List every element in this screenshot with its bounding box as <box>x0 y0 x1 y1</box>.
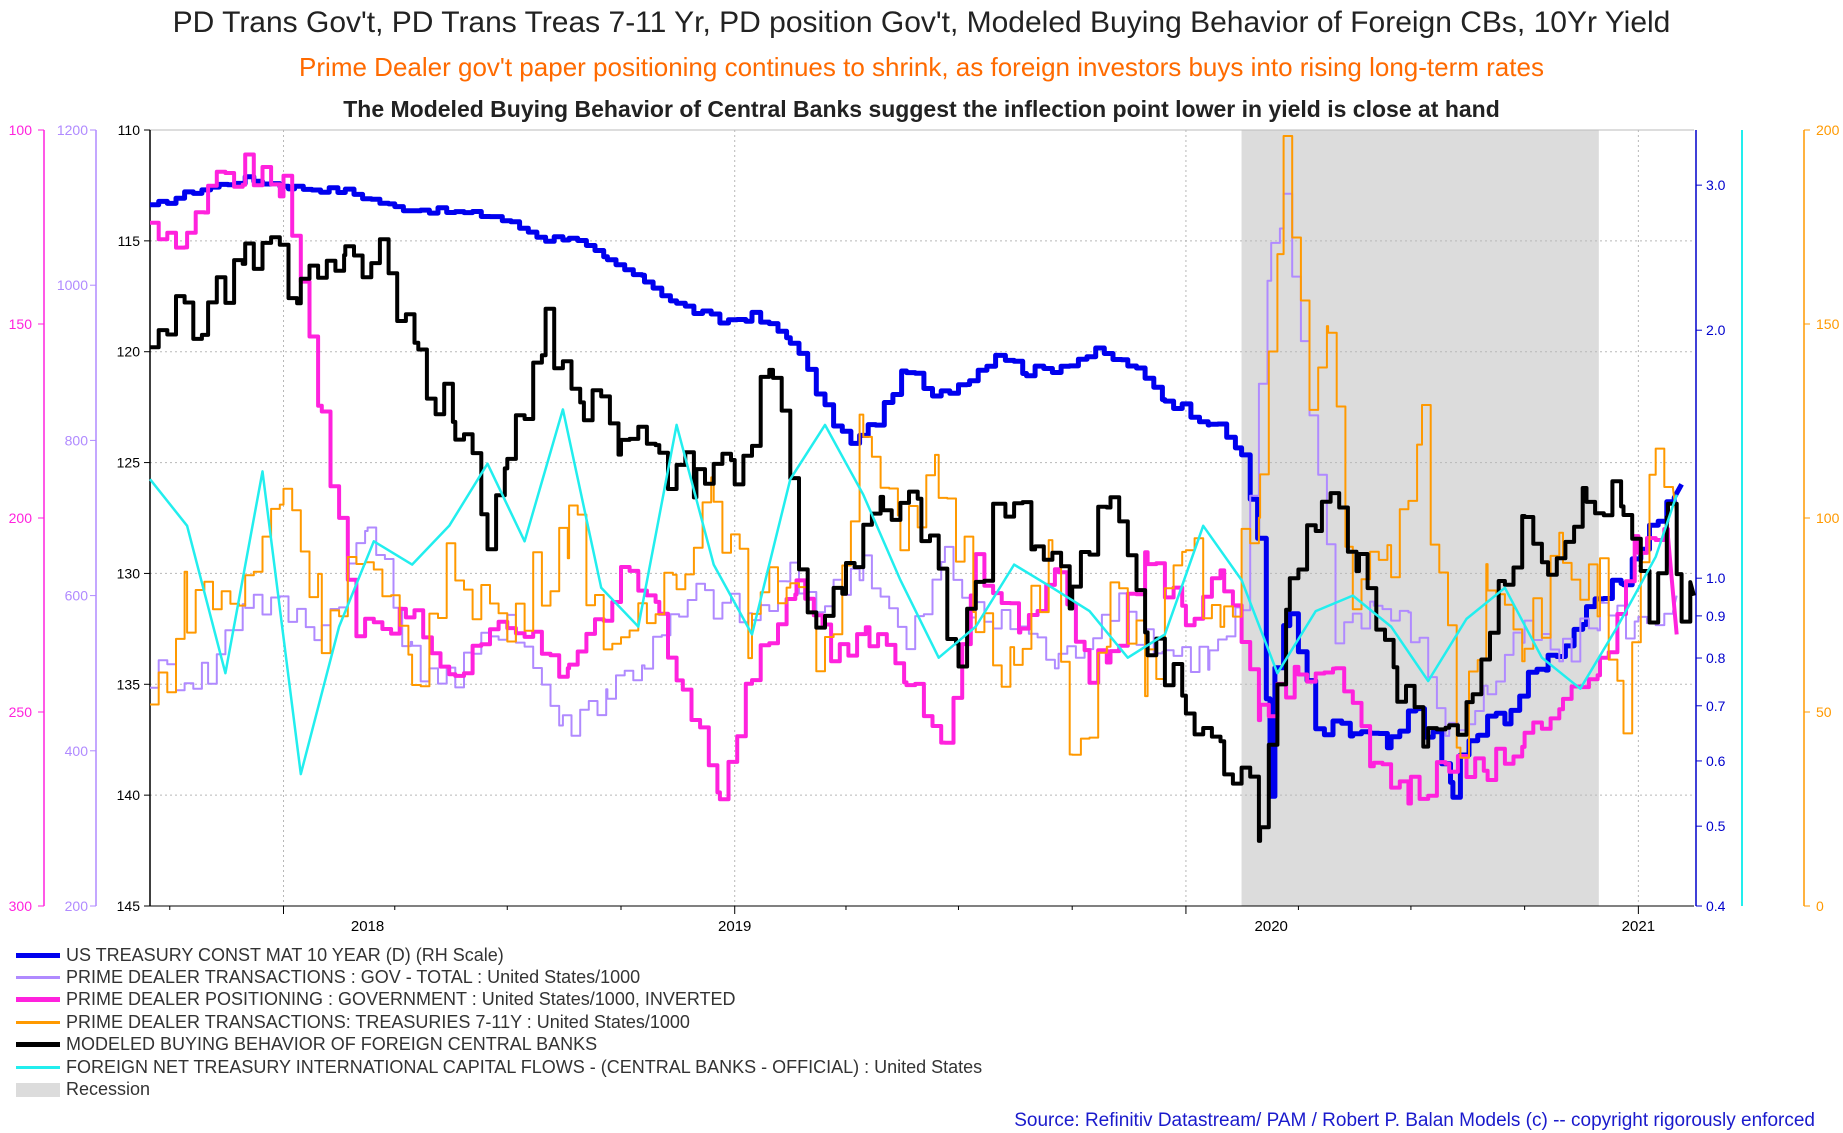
y-tick-label: 0.9 <box>1706 608 1726 624</box>
legend-label: MODELED BUYING BEHAVIOR OF FOREIGN CENTR… <box>66 1034 598 1055</box>
y-tick-label: 3.0 <box>1706 177 1726 193</box>
x-tick-label: 2021 <box>1622 918 1655 935</box>
legend-item: PRIME DEALER TRANSACTIONS : GOV - TOTAL … <box>16 966 982 988</box>
y-tick-label: 0.4 <box>1706 898 1726 914</box>
chart-subtitle-2: The Modeled Buying Behavior of Central B… <box>343 96 1500 122</box>
y-tick-label: 0.8 <box>1706 650 1726 666</box>
y-tick-label: 110 <box>118 122 141 138</box>
legend-swatch <box>16 1065 60 1069</box>
y-tick-label: 200 <box>1816 122 1840 138</box>
y-tick-label: 150 <box>1816 316 1840 332</box>
y-tick-label: 100 <box>9 122 33 138</box>
legend: US TREASURY CONST MAT 10 YEAR (D) (RH Sc… <box>16 944 982 1101</box>
legend-label: Recession <box>66 1079 151 1100</box>
legend-label: FOREIGN NET TREASURY INTERNATIONAL CAPIT… <box>66 1056 983 1077</box>
legend-label: US TREASURY CONST MAT 10 YEAR (D) (RH Sc… <box>66 944 504 965</box>
legend-label: PRIME DEALER TRANSACTIONS : GOV - TOTAL … <box>66 967 641 988</box>
series-line-1 <box>150 192 1678 737</box>
y-tick-label: 140 <box>117 787 141 803</box>
y-tick-label: 0.7 <box>1706 698 1726 714</box>
y-tick-label: 145 <box>117 898 141 914</box>
y-tick-label: 0.6 <box>1706 753 1726 769</box>
y-tick-label: 200 <box>65 898 89 914</box>
y-tick-label: 1200 <box>57 122 88 138</box>
legend-swatch <box>16 976 60 980</box>
legend-item: PRIME DEALER TRANSACTIONS: TREASURIES 7-… <box>16 1011 982 1033</box>
legend-label: PRIME DEALER TRANSACTIONS: TREASURIES 7-… <box>66 1011 690 1032</box>
y-tick-label: 135 <box>117 676 141 692</box>
x-tick-label: 2019 <box>718 918 751 935</box>
series-line-4 <box>150 235 1696 843</box>
chart-canvas: 2018 2019 2020 2021100150200250300120010008… <box>9 122 1840 935</box>
y-tick-label: 115 <box>118 233 141 249</box>
series-line-3 <box>150 135 1678 759</box>
x-tick-label: 2020 <box>1255 918 1288 935</box>
chart-title: PD Trans Gov't, PD Trans Treas 7-11 Yr, … <box>172 6 1671 39</box>
legend-swatch <box>16 1042 60 1048</box>
y-tick-label: 1000 <box>57 277 88 293</box>
y-tick-label: 600 <box>65 588 89 604</box>
source-note: Source: Refinitiv Datastream/ PAM / Robe… <box>1014 1110 1815 1131</box>
legend-item: US TREASURY CONST MAT 10 YEAR (D) (RH Sc… <box>16 944 982 966</box>
legend-swatch <box>16 997 60 1003</box>
legend-swatch <box>16 1082 60 1097</box>
legend-item: PRIME DEALER POSITIONING : GOVERNMENT : … <box>16 989 982 1011</box>
y-tick-label: 1.0 <box>1706 570 1726 586</box>
y-tick-label: 300 <box>9 898 33 914</box>
y-tick-label: 150 <box>9 316 33 332</box>
y-tick-label: 50 <box>1816 704 1832 720</box>
legend-label: PRIME DEALER POSITIONING : GOVERNMENT : … <box>66 989 736 1010</box>
y-tick-label: 0.5 <box>1706 818 1726 834</box>
y-tick-label: 130 <box>117 565 141 581</box>
chart-subtitle: Prime Dealer gov't paper positioning con… <box>299 52 1544 82</box>
legend-swatch <box>16 952 60 958</box>
legend-swatch <box>16 1020 60 1024</box>
y-tick-label: 800 <box>65 432 89 448</box>
legend-item: Recession <box>16 1078 982 1100</box>
y-tick-label: 120 <box>117 344 141 360</box>
y-tick-label: 200 <box>9 510 33 526</box>
series-line-5 <box>149 408 1678 776</box>
y-tick-label: 400 <box>65 743 89 759</box>
legend-item: MODELED BUYING BEHAVIOR OF FOREIGN CENTR… <box>16 1034 982 1056</box>
legend-item: FOREIGN NET TREASURY INTERNATIONAL CAPIT… <box>16 1056 982 1078</box>
y-tick-label: 100 <box>1816 510 1840 526</box>
y-tick-label: 2.0 <box>1706 322 1726 338</box>
y-tick-label: 125 <box>117 455 141 471</box>
y-tick-label: 250 <box>9 704 33 720</box>
series-line-2 <box>150 152 1679 806</box>
series-line-0 <box>150 174 1684 800</box>
y-tick-label: 0 <box>1816 898 1824 914</box>
x-tick-label: 2018 <box>351 918 384 935</box>
